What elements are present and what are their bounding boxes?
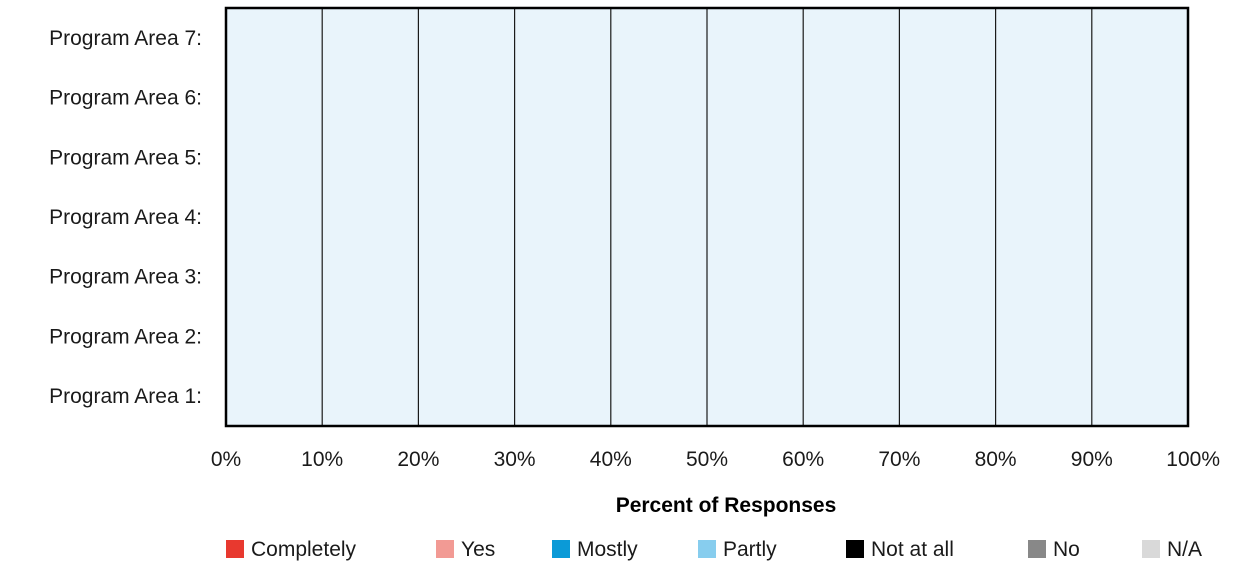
legend-label: Completely (251, 538, 357, 561)
x-axis-title: Percent of Responses (616, 494, 837, 517)
legend-label: Yes (461, 538, 495, 561)
category-label: Program Area 6: (49, 87, 202, 110)
legend-swatch (436, 540, 454, 558)
x-tick-label: 0% (211, 448, 241, 471)
legend-label: N/A (1167, 538, 1202, 561)
x-tick-label: 20% (397, 448, 439, 471)
plot-frame (224, 6, 1190, 428)
x-tick-label: 10% (301, 448, 343, 471)
gridlines (321, 8, 1093, 426)
legend: Completely Yes Mostly Partly Not at all No N/A (226, 538, 1202, 561)
legend-label: Partly (723, 538, 777, 561)
category-label: Program Area 5: (49, 146, 202, 169)
x-tick-label: 50% (686, 448, 728, 471)
x-tick-label: 90% (1071, 448, 1113, 471)
x-tick-label: 40% (590, 448, 632, 471)
category-label: Program Area 1: (49, 385, 202, 408)
legend-swatch (1142, 540, 1160, 558)
category-label: Program Area 3: (49, 266, 202, 289)
plot-border (224, 6, 1190, 428)
legend-swatch (226, 540, 244, 558)
x-tick-label: 80% (975, 448, 1017, 471)
category-label: Program Area 4: (49, 206, 202, 229)
category-label: Program Area 2: (49, 325, 202, 348)
x-tick-label: 30% (494, 448, 536, 471)
legend-swatch (552, 540, 570, 558)
legend-swatch (1028, 540, 1046, 558)
legend-swatch (846, 540, 864, 558)
legend-swatch (698, 540, 716, 558)
x-tick-label: 60% (782, 448, 824, 471)
category-labels: Program Area 1: Program Area 2: Program Ar… (49, 27, 202, 408)
category-label: Program Area 7: (49, 27, 202, 50)
x-tick-label: 70% (878, 448, 920, 471)
x-tick-labels: 0% 10% 20% 30% 40% 50% 60% 70% 80% 90% 100% (211, 448, 1220, 471)
legend-label: Mostly (577, 538, 638, 561)
x-tick-label: 100% (1166, 448, 1220, 471)
legend-label: No (1053, 538, 1080, 561)
legend-label: Not at all (871, 538, 954, 561)
